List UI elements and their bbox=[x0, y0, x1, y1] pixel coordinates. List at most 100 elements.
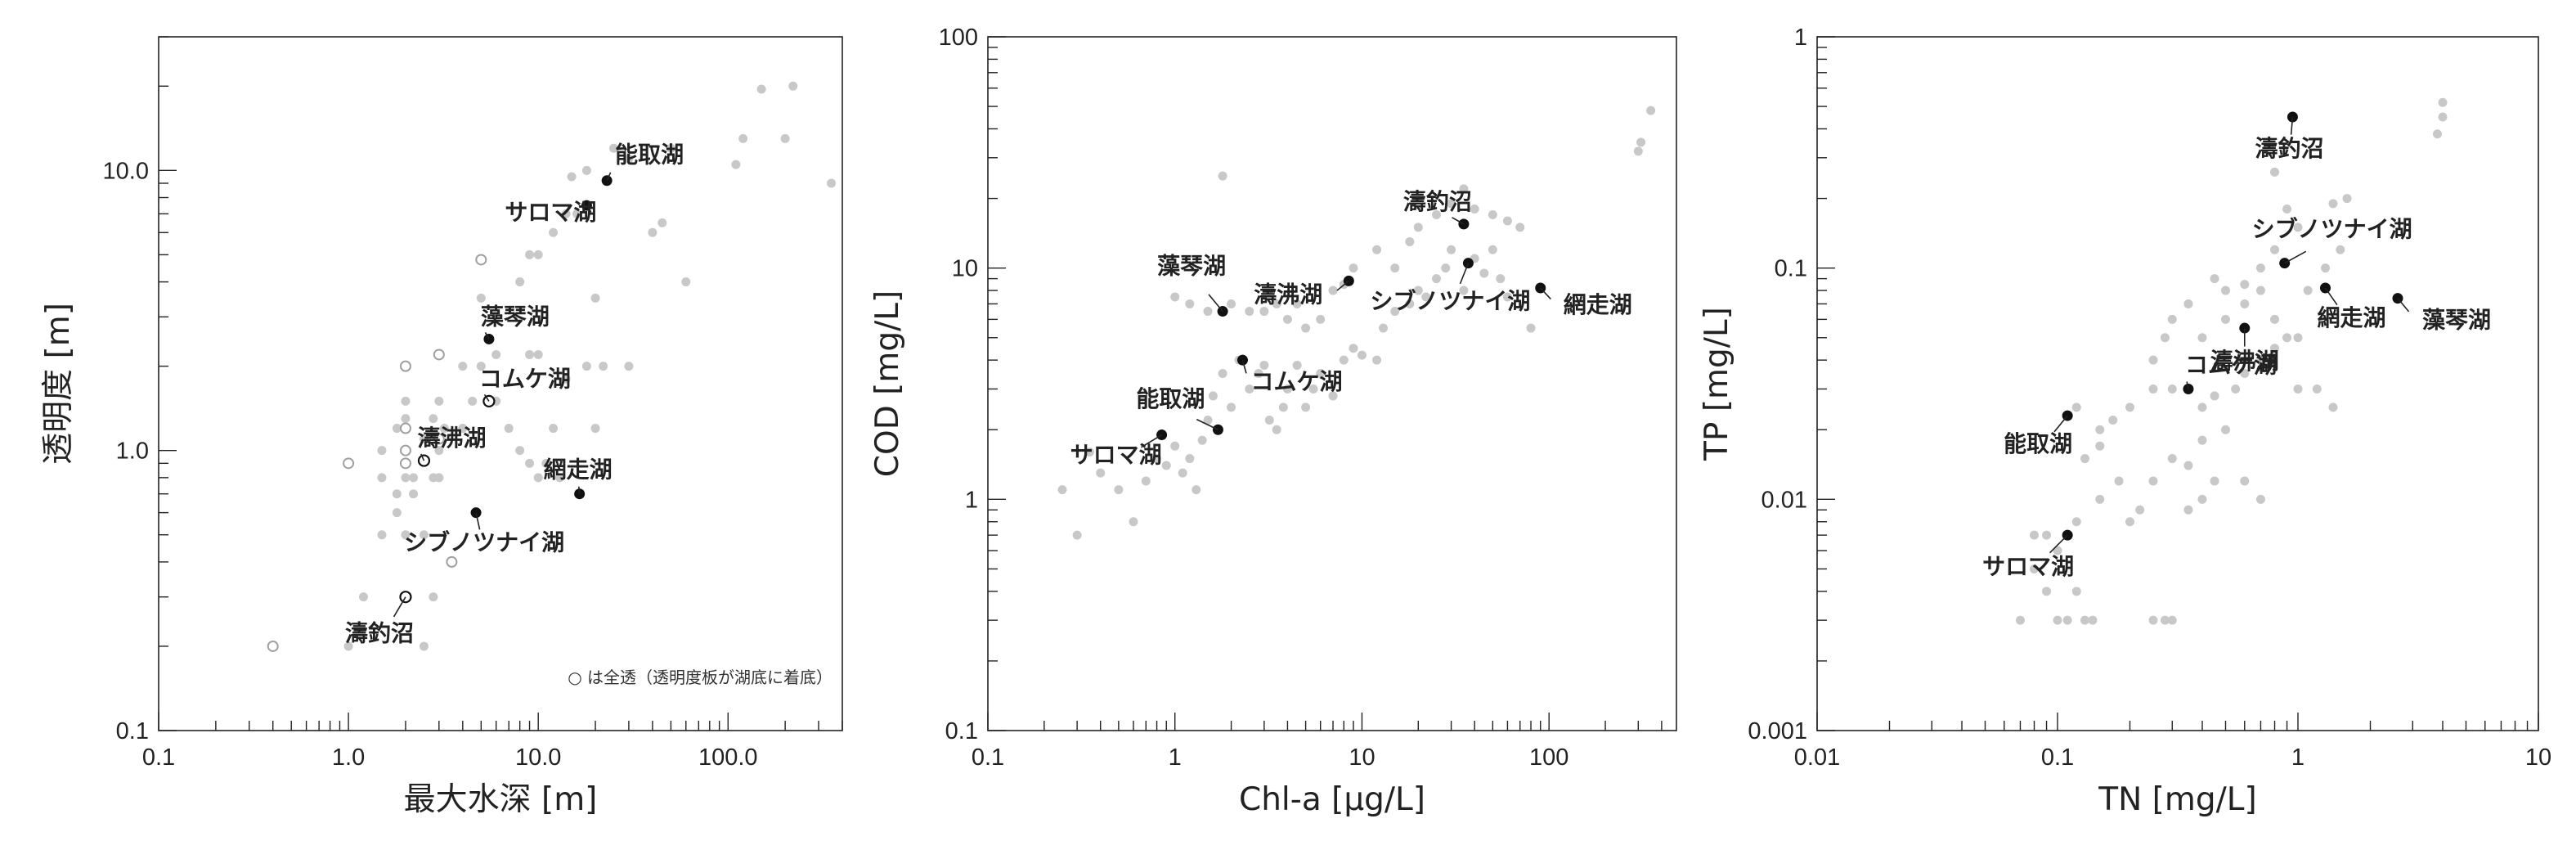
lake-label: 網走湖 bbox=[544, 456, 613, 483]
data-point bbox=[2231, 384, 2241, 394]
data-point bbox=[2438, 97, 2448, 107]
data-point bbox=[2293, 223, 2303, 232]
label-leader bbox=[1241, 359, 1247, 374]
data-point bbox=[2282, 205, 2292, 214]
data-point bbox=[2114, 476, 2124, 486]
data-point bbox=[2160, 615, 2170, 625]
data-point bbox=[2255, 355, 2265, 365]
data-point bbox=[756, 84, 766, 94]
data-point bbox=[434, 446, 444, 456]
data-point bbox=[2197, 333, 2207, 343]
lake-label: コムケ湖 bbox=[479, 365, 571, 392]
data-point bbox=[1227, 403, 1236, 412]
data-point bbox=[439, 424, 449, 434]
data-point bbox=[1057, 485, 1067, 495]
data-point bbox=[599, 362, 608, 371]
data-point bbox=[1152, 454, 1162, 464]
data-point bbox=[1421, 292, 1431, 302]
x-tick-label: 1 bbox=[1169, 744, 1182, 771]
label-leader bbox=[577, 486, 581, 494]
data-point bbox=[2125, 403, 2135, 412]
data-point bbox=[533, 349, 543, 359]
data-point bbox=[788, 81, 798, 91]
data-point bbox=[1372, 245, 1382, 254]
data-point bbox=[2148, 384, 2158, 394]
data-point bbox=[1390, 263, 1400, 273]
y-tick-label: 10 bbox=[952, 256, 978, 282]
open-data-point bbox=[267, 640, 279, 652]
data-point bbox=[2053, 615, 2062, 625]
data-point bbox=[458, 424, 468, 434]
data-point bbox=[2015, 615, 2025, 625]
x-tick-label: 0.01 bbox=[1794, 744, 1840, 771]
data-point bbox=[1114, 485, 1124, 495]
data-point bbox=[377, 530, 387, 540]
x-tick-label: 100.0 bbox=[698, 744, 758, 771]
x-tick-label: 0.1 bbox=[2041, 744, 2074, 771]
data-point bbox=[1636, 137, 1646, 147]
data-point bbox=[533, 473, 543, 483]
data-point bbox=[1405, 299, 1415, 308]
data-point bbox=[2095, 425, 2105, 434]
data-point bbox=[358, 592, 368, 602]
data-point bbox=[1129, 517, 1138, 527]
y-tick-label: 0.1 bbox=[116, 718, 149, 744]
data-point bbox=[738, 133, 748, 143]
data-point bbox=[2053, 546, 2062, 555]
data-point bbox=[2328, 199, 2338, 209]
data-point bbox=[2095, 494, 2105, 504]
data-point bbox=[1272, 425, 1281, 434]
data-point bbox=[504, 424, 514, 434]
y-tick-label: 100 bbox=[939, 25, 978, 51]
data-point bbox=[1413, 223, 1423, 232]
data-point bbox=[2148, 476, 2158, 486]
x-tick-label: 100 bbox=[1529, 744, 1568, 771]
data-point bbox=[1170, 441, 1180, 451]
y-axis-title: TP [mg/L] bbox=[1699, 307, 1735, 461]
label-leader bbox=[484, 331, 490, 340]
data-point bbox=[2030, 564, 2040, 573]
data-point bbox=[2042, 530, 2052, 540]
data-point bbox=[2282, 333, 2292, 343]
data-point bbox=[1272, 299, 1281, 308]
x-tick-label: 1.0 bbox=[332, 744, 365, 771]
label-leader bbox=[2397, 298, 2410, 313]
y-tick-label: 1.0 bbox=[116, 438, 149, 465]
data-point bbox=[1479, 268, 1489, 278]
data-point bbox=[1349, 263, 1358, 273]
data-point bbox=[2197, 435, 2207, 445]
label-leader bbox=[586, 205, 592, 213]
data-point bbox=[1227, 299, 1236, 308]
data-point bbox=[515, 277, 525, 287]
footnote: ○ は全透（透明度板が湖底に着底） bbox=[568, 668, 832, 687]
data-point bbox=[1301, 403, 1311, 412]
y-tick-label: 0.001 bbox=[1748, 718, 1807, 744]
data-point bbox=[525, 349, 535, 359]
data-point bbox=[476, 293, 486, 303]
data-point bbox=[2255, 263, 2265, 273]
data-point bbox=[1292, 360, 1302, 370]
lake-label: 藻琴湖 bbox=[1157, 253, 1226, 280]
data-point bbox=[2210, 274, 2219, 284]
data-point bbox=[1357, 350, 1367, 360]
lake-label: 濤沸湖 bbox=[2210, 348, 2279, 375]
data-point bbox=[401, 414, 411, 424]
data-point bbox=[392, 489, 402, 499]
data-point bbox=[1372, 355, 1382, 365]
label-leader bbox=[2324, 287, 2338, 306]
data-point bbox=[1259, 307, 1269, 317]
lake-label: サロマ湖 bbox=[1070, 442, 1162, 469]
data-point bbox=[1339, 355, 1349, 365]
data-point bbox=[2197, 403, 2207, 412]
data-point bbox=[648, 227, 657, 237]
label-leader bbox=[1208, 294, 1223, 313]
data-point bbox=[827, 178, 837, 188]
lake-label: 藻琴湖 bbox=[2422, 307, 2491, 334]
data-point bbox=[1515, 223, 1525, 232]
data-point bbox=[1502, 292, 1512, 302]
data-point bbox=[377, 446, 387, 456]
data-point bbox=[1633, 146, 1643, 156]
data-point bbox=[1208, 391, 1218, 401]
